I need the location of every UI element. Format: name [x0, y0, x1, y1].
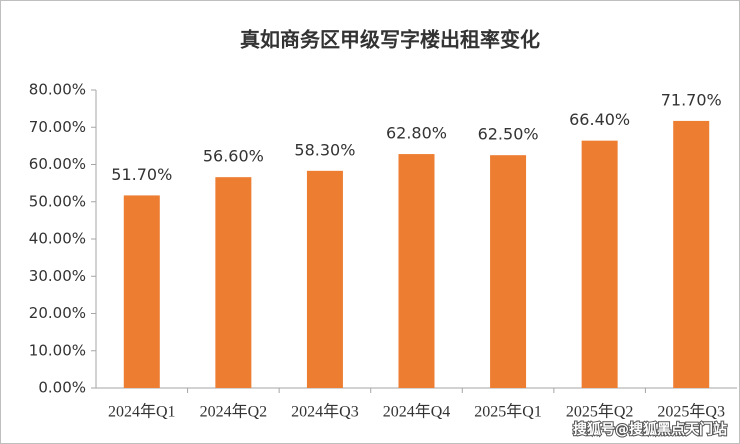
y-tick-label: 0.00% [38, 379, 86, 397]
bar [306, 170, 343, 388]
x-tick-label: 2025年Q2 [566, 403, 634, 421]
value-label: 62.50% [478, 125, 539, 144]
y-tick-label: 80.00% [29, 81, 86, 99]
value-label: 56.60% [203, 147, 264, 166]
watermark: 搜狐号@搜狐黑点天门站 [573, 421, 727, 438]
y-tick-label: 40.00% [29, 230, 86, 248]
value-label: 66.40% [569, 110, 630, 129]
x-tick-label: 2024年Q2 [200, 403, 268, 421]
value-label: 58.30% [294, 140, 355, 159]
y-tick-label: 10.00% [29, 341, 86, 359]
bar [398, 154, 435, 388]
y-tick-label: 20.00% [29, 304, 86, 322]
value-label: 71.70% [661, 90, 722, 109]
bar [673, 120, 710, 388]
bar [490, 155, 527, 388]
y-tick-label: 60.00% [29, 155, 86, 173]
chart-title: 真如商务区甲级写字楼出租率变化 [240, 28, 540, 52]
x-tick-label: 2024年Q1 [108, 403, 176, 421]
y-tick-label: 30.00% [29, 267, 86, 285]
value-label: 51.70% [111, 165, 172, 184]
x-tick-label: 2024年Q3 [291, 403, 359, 421]
bar [123, 195, 160, 388]
bar [215, 177, 252, 388]
x-tick-label: 2024年Q4 [383, 403, 451, 421]
bar [581, 140, 618, 388]
y-tick-label: 70.00% [29, 118, 86, 136]
value-label: 62.80% [386, 124, 447, 143]
y-tick-label: 50.00% [29, 192, 86, 210]
x-tick-label: 2025年Q3 [657, 403, 725, 421]
x-tick-label: 2025年Q1 [474, 403, 542, 421]
